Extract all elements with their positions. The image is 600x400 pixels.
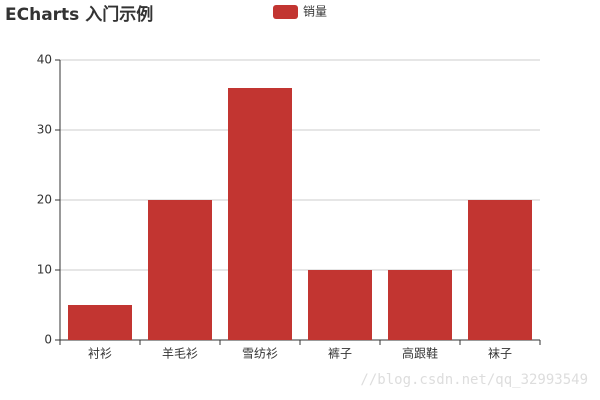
x-tick-label: 袜子 <box>488 347 512 361</box>
y-tick-label: 40 <box>37 53 52 67</box>
x-tick-label: 衬衫 <box>88 347 112 361</box>
bar <box>148 200 212 340</box>
bar <box>468 200 532 340</box>
y-tick-label: 10 <box>37 263 52 277</box>
chart-title: ECharts 入门示例 <box>5 4 153 25</box>
legend-label: 销量 <box>303 5 327 19</box>
x-tick-label: 裤子 <box>328 347 352 361</box>
y-tick-label: 30 <box>37 123 52 137</box>
x-tick-label: 雪纺衫 <box>242 347 278 361</box>
bar <box>68 305 132 340</box>
y-tick-label: 0 <box>44 333 52 347</box>
x-tick-label: 高跟鞋 <box>402 346 438 361</box>
watermark: //blog.csdn.net/qq_32993549 <box>360 372 588 388</box>
x-tick-label: 羊毛衫 <box>162 346 198 361</box>
bar <box>228 88 292 340</box>
bar <box>308 270 372 340</box>
bar <box>388 270 452 340</box>
y-tick-label: 20 <box>37 193 52 207</box>
legend-swatch <box>273 5 298 19</box>
